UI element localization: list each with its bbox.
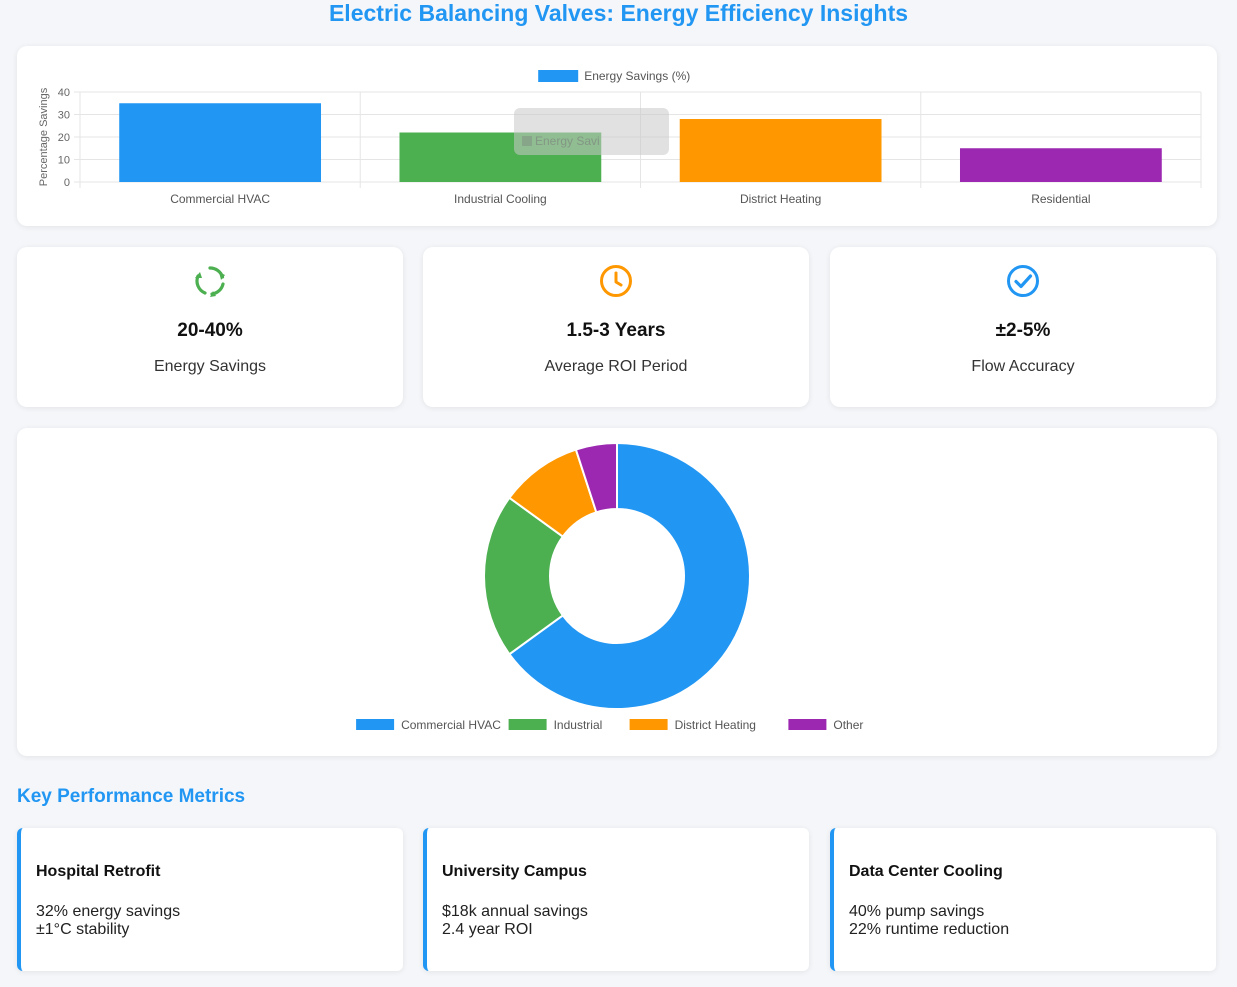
page-title: Electric Balancing Valves: Energy Effici… [328, 0, 909, 26]
x-tick-label: Commercial HVAC [170, 192, 270, 206]
y-tick-label: 30 [58, 110, 70, 122]
bar [959, 148, 1162, 182]
check-circle-icon [1007, 265, 1039, 297]
stat-value: 1.5-3 Years [566, 320, 666, 341]
legend-swatch [629, 719, 668, 730]
stat-card-energy-savings: 20-40% Energy Savings [17, 247, 403, 407]
metric-line: $18k annual savings [442, 903, 588, 920]
metric-line: 32% energy savings [36, 903, 181, 920]
metric-line: ±1°C stability [36, 921, 130, 938]
bar-chart: Energy Savings (%) 0 10 20 30 40 Percentage Sa… [38, 69, 1202, 206]
bar [679, 119, 882, 182]
legend-swatch [538, 70, 579, 82]
doughnut-slice [574, 441, 618, 514]
legend-swatch [508, 719, 547, 730]
bar [119, 103, 322, 182]
stat-label: Energy Savings [153, 358, 267, 375]
y-tick-label: 0 [64, 177, 70, 189]
metric-card-university-campus: University Campus $18k annual savings 2.… [423, 828, 809, 971]
metric-line: 22% runtime reduction [849, 921, 1010, 938]
doughnut-slice [483, 496, 565, 656]
y-tick-label: 40 [58, 87, 70, 99]
metric-card-data-center-cooling: Data Center Cooling 40% pump savings 22%… [830, 828, 1216, 971]
tooltip-text: Energy Savi [535, 134, 600, 148]
metric-line: 40% pump savings [849, 903, 985, 920]
stat-value: 20-40% [177, 320, 243, 341]
metric-card-hospital-retrofit: Hospital Retrofit 32% energy savings ±1°… [17, 828, 403, 971]
legend-label: Industrial [554, 718, 603, 732]
doughnut-slice [508, 441, 751, 710]
clock-icon [600, 265, 632, 297]
tooltip-box [514, 108, 669, 155]
y-tick-label: 20 [58, 132, 70, 144]
stat-label: Average ROI Period [544, 358, 688, 375]
recycle-icon [195, 266, 225, 297]
metric-title: University Campus [442, 863, 587, 880]
doughnut-chart-card: Commercial HVAC Industrial District Heatin… [17, 428, 1217, 756]
metric-title: Hospital Retrofit [36, 863, 161, 880]
x-tick-label: Residential [1031, 192, 1090, 206]
section-title: Key Performance Metrics [17, 786, 246, 807]
legend-label: Commercial HVAC [401, 718, 501, 732]
legend-label: Other [833, 718, 863, 732]
stat-label: Flow Accuracy [971, 358, 1075, 375]
y-tick-label: 10 [58, 155, 70, 167]
legend-label: Energy Savings (%) [584, 69, 690, 83]
stat-card-flow-accuracy: ±2-5% Flow Accuracy [830, 247, 1216, 407]
doughnut-chart: Commercial HVAC Industrial District Heatin… [356, 441, 863, 732]
legend-label: District Heating [675, 718, 756, 732]
tooltip-swatch [522, 136, 532, 146]
legend-swatch [788, 719, 827, 730]
chart-tooltip: Energy Savi [514, 108, 669, 155]
x-tick-label: District Heating [740, 192, 821, 206]
legend-swatch [356, 719, 395, 730]
metric-line: 2.4 year ROI [442, 921, 533, 938]
x-tick-label: Industrial Cooling [454, 192, 547, 206]
metric-title: Data Center Cooling [849, 863, 1003, 880]
y-axis-title: Percentage Savings [38, 87, 50, 186]
stat-card-roi-period: 1.5-3 Years Average ROI Period [423, 247, 809, 407]
stat-value: ±2-5% [995, 320, 1051, 341]
bar-chart-card: Energy Savings (%) 0 10 20 30 40 Percentage Sa… [17, 46, 1217, 226]
